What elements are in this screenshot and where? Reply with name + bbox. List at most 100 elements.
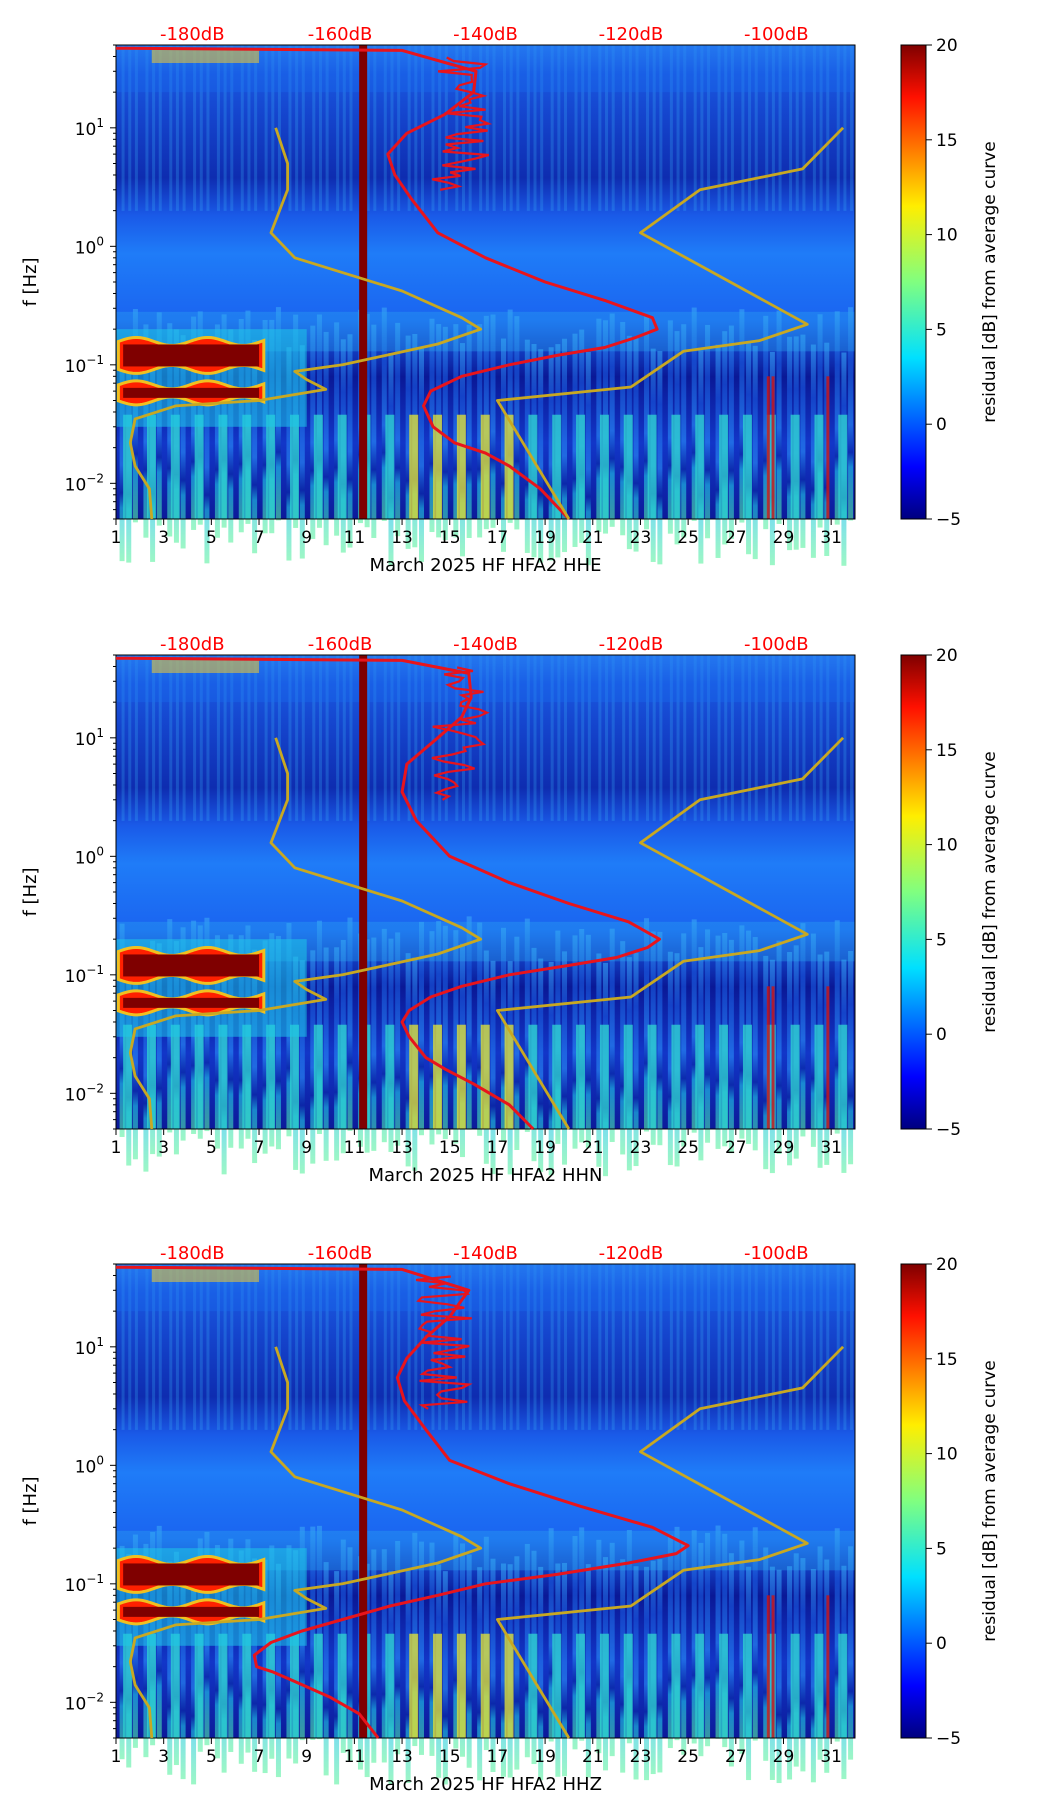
x-tick-label: 23: [630, 528, 652, 548]
day-stripe: [800, 1558, 806, 1772]
storm-blob-primary-core: [123, 344, 260, 367]
day-stripe: [819, 1264, 823, 1430]
day-stripe: [502, 1264, 506, 1430]
spike-line: [771, 1595, 775, 1738]
day-stripe: [691, 919, 697, 1133]
day-stripe: [492, 655, 496, 821]
day-stripe: [771, 655, 775, 821]
day-stripe: [301, 1264, 305, 1430]
y-tick-base: 10: [75, 238, 97, 258]
day-stripe: [134, 45, 138, 211]
day-stripe: [240, 655, 244, 821]
day-stripe: [548, 347, 554, 561]
day-stripe: [299, 345, 305, 559]
day-stripe: [485, 45, 489, 211]
day-stripe: [574, 45, 578, 211]
low-frequency-bar: [170, 1024, 180, 1129]
day-stripe: [707, 45, 711, 211]
y-tick-exponent: −1: [86, 353, 104, 367]
day-stripe: [119, 347, 125, 562]
spike-line: [771, 376, 775, 519]
x-tick-label: 19: [534, 1138, 556, 1158]
low-frequency-bar: [242, 1633, 252, 1738]
day-stripe: [635, 45, 639, 211]
x-tick-label: 13: [391, 1138, 413, 1158]
day-stripe: [180, 335, 186, 549]
low-frequency-bar: [290, 414, 300, 519]
day-stripe: [254, 1264, 258, 1430]
day-stripe: [834, 311, 840, 525]
db-scale-label: -180dB: [160, 24, 225, 45]
day-stripe: [121, 45, 125, 211]
low-frequency-bar: [313, 1024, 323, 1129]
psd-high-frequency-wiggle: [431, 666, 490, 801]
y-tick-base: 10: [65, 1576, 87, 1596]
low-frequency-bar: [719, 1024, 729, 1129]
day-stripe: [557, 45, 561, 211]
day-stripe: [728, 939, 734, 1154]
day-stripe: [152, 1264, 156, 1430]
day-stripe: [550, 1264, 554, 1430]
psd-red-curve: [115, 656, 661, 1131]
day-stripe: [564, 655, 568, 821]
day-stripe: [752, 937, 758, 1151]
day-stripe: [693, 1264, 697, 1430]
low-frequency-bar: [170, 414, 180, 519]
low-frequency-bar: [266, 414, 276, 519]
day-stripe: [318, 655, 322, 821]
db-scale-label: -180dB: [160, 1243, 225, 1264]
day-stripe: [286, 1545, 292, 1759]
low-frequency-bar: [409, 1633, 419, 1738]
day-stripe: [397, 45, 401, 211]
y-tick-exponent: −1: [86, 963, 104, 977]
day-stripe: [407, 1264, 411, 1430]
low-frequency-bar: [552, 1024, 562, 1129]
saturated-column: [359, 655, 368, 1129]
day-stripe: [609, 313, 615, 527]
day-stripe: [795, 45, 799, 211]
day-stripe: [182, 45, 186, 211]
day-stripe: [228, 329, 234, 543]
day-stripe: [121, 1264, 125, 1430]
day-stripe: [622, 1264, 626, 1430]
day-stripe: [516, 655, 520, 821]
y-tick-label: 10−1: [65, 353, 104, 377]
day-stripe: [397, 1264, 401, 1430]
low-frequency-bar: [385, 1633, 395, 1738]
day-stripe: [557, 1264, 561, 1430]
day-stripe: [728, 325, 734, 539]
low-frequency-bar: [576, 414, 586, 519]
day-stripe: [371, 937, 377, 1151]
x-tick-label: 3: [158, 528, 169, 548]
day-stripe: [342, 655, 346, 821]
day-stripe: [492, 45, 496, 211]
low-frequency-bar: [838, 1633, 848, 1738]
day-stripe: [795, 655, 799, 821]
day-stripe: [373, 45, 377, 211]
low-frequency-bar: [790, 1024, 800, 1129]
day-stripe: [175, 655, 179, 821]
day-stripe: [787, 952, 793, 1166]
day-stripe: [587, 655, 591, 821]
x-tick-label: 13: [391, 1747, 413, 1767]
day-stripe: [564, 1264, 568, 1430]
colorbar-tick-label: 10: [936, 836, 958, 856]
day-stripe: [633, 952, 639, 1167]
day-stripe: [540, 1264, 544, 1430]
day-stripe: [572, 1536, 578, 1750]
day-stripe: [538, 1566, 544, 1781]
day-stripe: [848, 1546, 854, 1760]
day-stripe: [562, 338, 568, 553]
day-stripe: [252, 1558, 258, 1772]
low-frequency-bar: [766, 414, 776, 519]
day-stripe: [644, 1566, 650, 1781]
low-frequency-bar: [695, 1024, 705, 1129]
day-stripe: [611, 1264, 615, 1430]
x-tick-label: 5: [206, 1747, 217, 1767]
x-axis-label: March 2025 HF HFA2 HHN: [369, 1165, 603, 1186]
hf-hot-band: [151, 49, 260, 63]
day-stripe: [230, 45, 234, 211]
day-stripe: [214, 1545, 220, 1759]
day-stripe: [628, 45, 632, 211]
